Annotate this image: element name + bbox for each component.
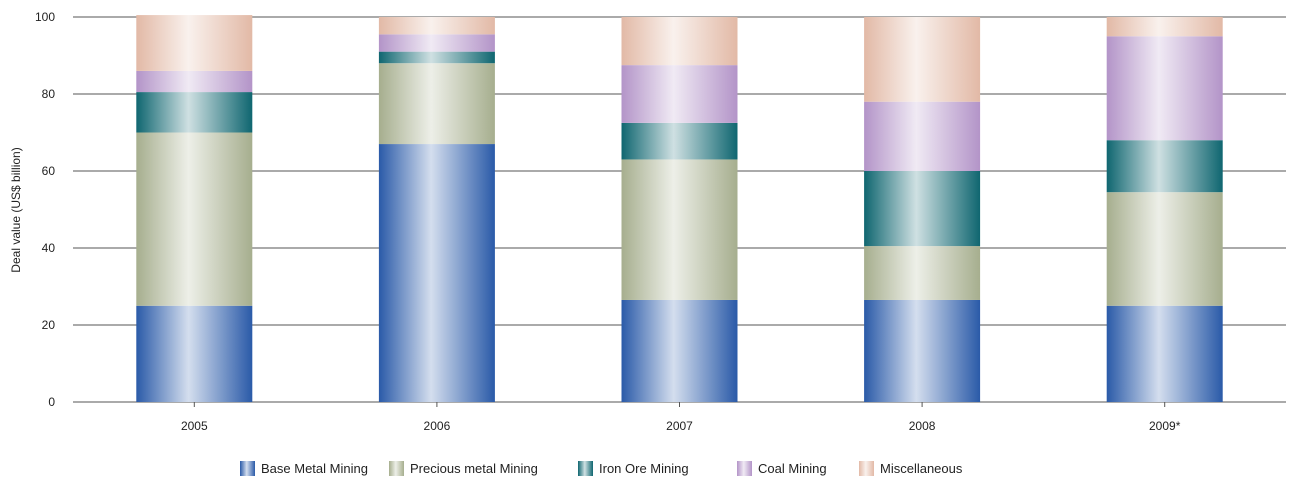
bar-precious-metal-mining-2007 xyxy=(621,159,738,300)
bar-coal-mining-2007 xyxy=(621,65,738,123)
x-tick-label: 2009* xyxy=(1149,419,1181,433)
bar-iron-ore-mining-2006 xyxy=(378,51,495,64)
x-tick-label: 2006 xyxy=(424,419,451,433)
legend: Base Metal Mining Precious metal Mining Ir… xyxy=(240,461,963,476)
bar-base-metal-mining-2008 xyxy=(864,299,981,402)
bar-precious-metal-mining-2005 xyxy=(136,132,253,306)
bar-precious-metal-mining-2006 xyxy=(378,63,495,145)
bar-miscellaneous-2009 xyxy=(1106,17,1223,37)
bar-miscellaneous-2007 xyxy=(621,17,738,66)
bar-miscellaneous-2008 xyxy=(864,17,981,102)
bar-base-metal-mining-2006 xyxy=(378,144,495,403)
bar-iron-ore-mining-2005 xyxy=(136,92,253,133)
y-tick-label: 60 xyxy=(42,164,56,178)
bar-iron-ore-mining-2009 xyxy=(1106,140,1223,193)
bar-coal-mining-2008 xyxy=(864,101,981,171)
bar-base-metal-mining-2009 xyxy=(1106,305,1223,402)
bar-miscellaneous-2006 xyxy=(378,17,495,35)
x-tick-label: 2007 xyxy=(666,419,693,433)
bar-coal-mining-2009 xyxy=(1106,36,1223,141)
y-axis-label: Deal value (US$ billion) xyxy=(9,147,23,272)
bar-precious-metal-mining-2009 xyxy=(1106,192,1223,306)
legend-swatch-miscellaneous xyxy=(859,461,874,476)
legend-label-iron-ore-mining: Iron Ore Mining xyxy=(599,461,689,476)
y-tick-label: 40 xyxy=(42,241,56,255)
bar-coal-mining-2006 xyxy=(378,34,495,52)
y-tick-label: 100 xyxy=(35,10,55,24)
x-axis-ticks: 2005 2006 2007 2008 2009* xyxy=(181,402,1181,433)
bar-iron-ore-mining-2007 xyxy=(621,122,738,160)
bar-iron-ore-mining-2008 xyxy=(864,171,981,247)
bars xyxy=(136,15,1223,403)
legend-label-precious-metal-mining: Precious metal Mining xyxy=(410,461,538,476)
y-tick-label: 80 xyxy=(42,87,56,101)
bar-precious-metal-mining-2008 xyxy=(864,246,981,300)
bar-base-metal-mining-2007 xyxy=(621,299,738,402)
y-axis-ticks: 0 20 40 60 80 100 xyxy=(35,10,55,409)
y-tick-label: 0 xyxy=(48,395,55,409)
bar-base-metal-mining-2005 xyxy=(136,305,253,402)
bar-coal-mining-2005 xyxy=(136,70,253,93)
legend-label-miscellaneous: Miscellaneous xyxy=(880,461,963,476)
legend-swatch-base-metal-mining xyxy=(240,461,255,476)
bar-miscellaneous-2005 xyxy=(136,15,253,71)
legend-swatch-precious-metal-mining xyxy=(389,461,404,476)
legend-label-base-metal-mining: Base Metal Mining xyxy=(261,461,368,476)
legend-label-coal-mining: Coal Mining xyxy=(758,461,827,476)
x-tick-label: 2005 xyxy=(181,419,208,433)
legend-swatch-coal-mining xyxy=(737,461,752,476)
legend-swatch-iron-ore-mining xyxy=(578,461,593,476)
y-tick-label: 20 xyxy=(42,318,56,332)
x-tick-label: 2008 xyxy=(909,419,936,433)
